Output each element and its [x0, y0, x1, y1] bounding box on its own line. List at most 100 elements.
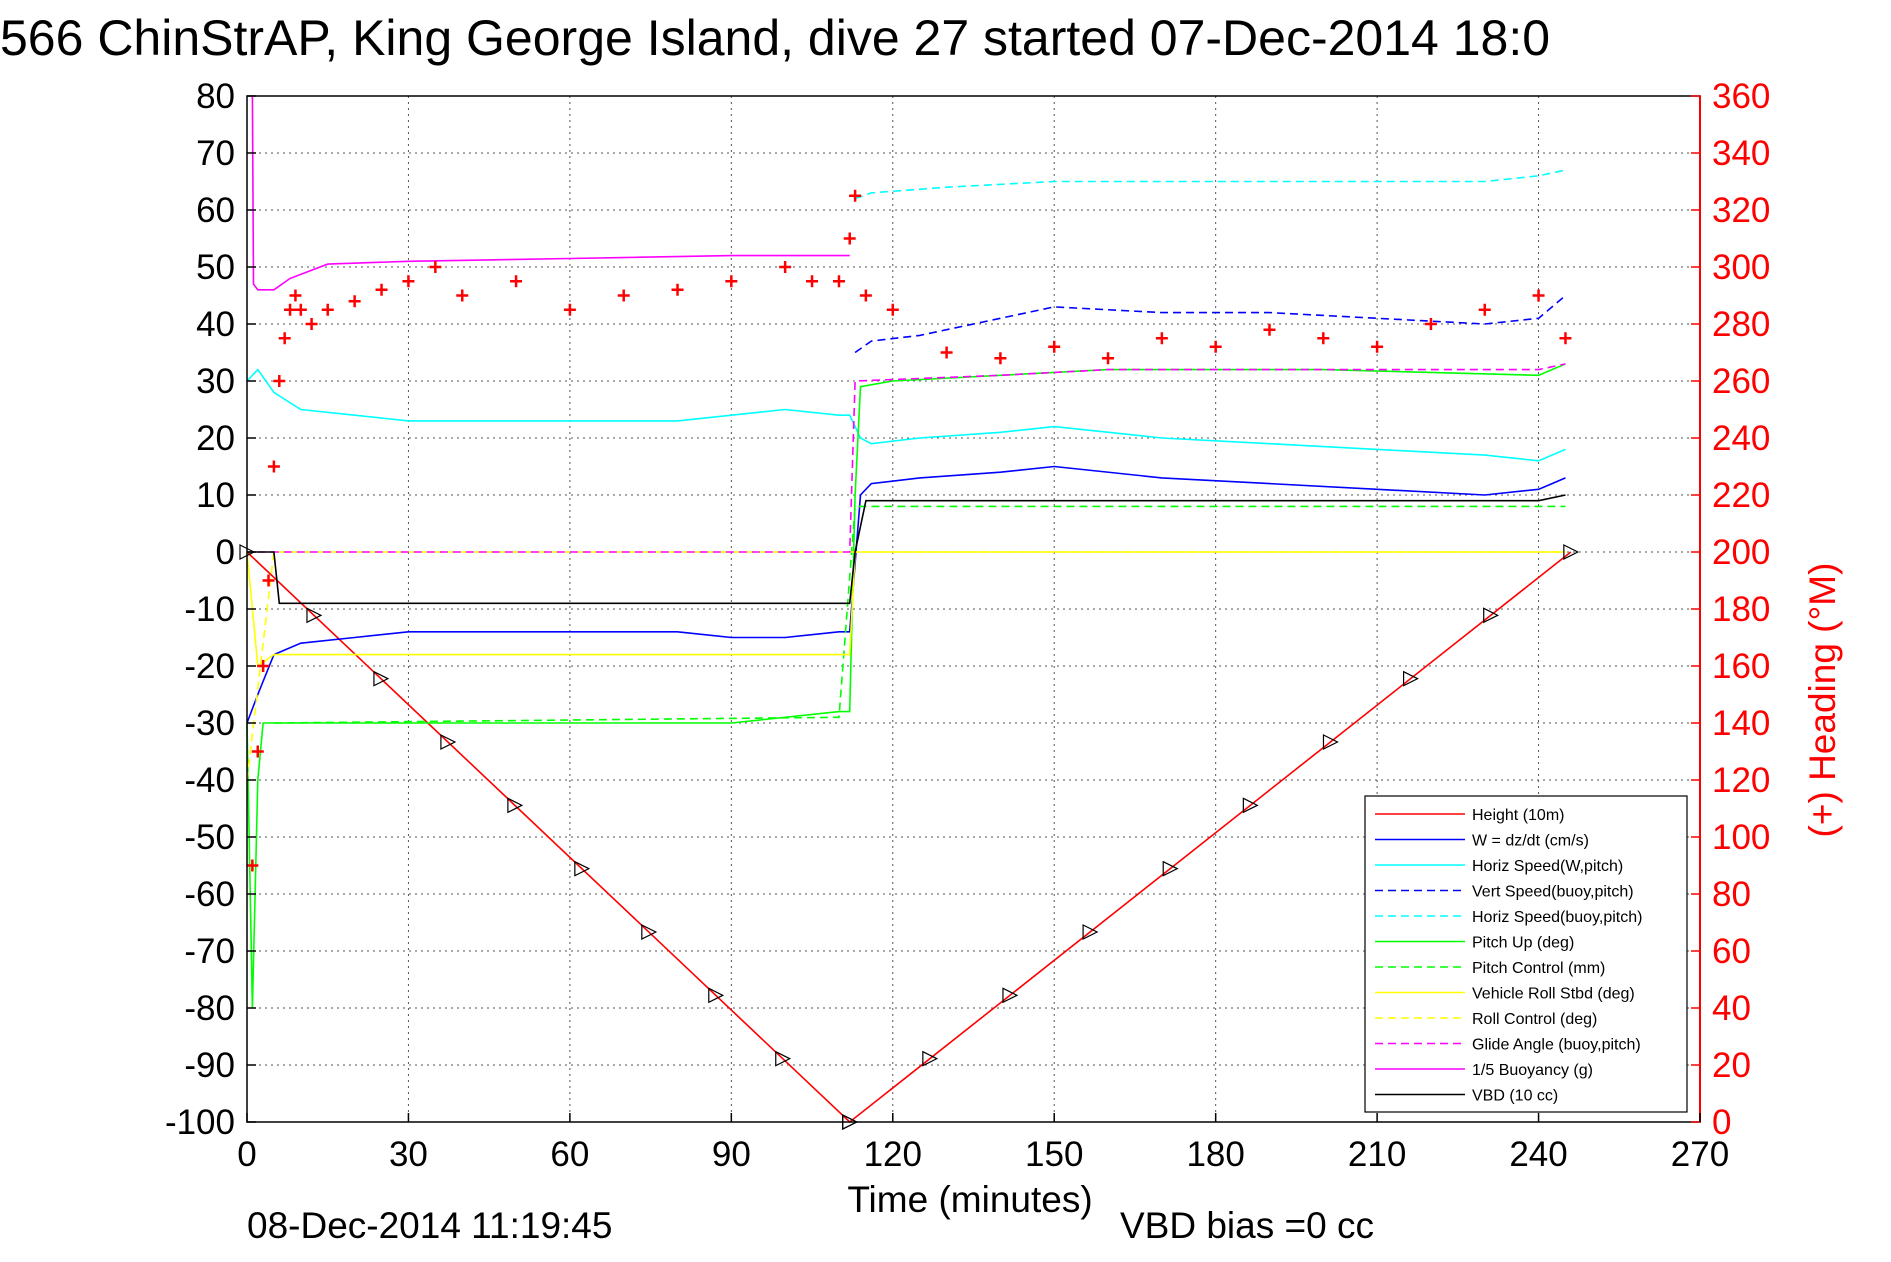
height-marker	[574, 860, 591, 877]
left-tick-label: -70	[184, 932, 235, 971]
heading-point	[278, 332, 291, 345]
height-marker	[775, 1050, 792, 1067]
series-vehicle-roll-stbd-deg	[246, 551, 1566, 668]
heading-point	[779, 261, 792, 273]
right-tick-label: 160	[1712, 647, 1770, 686]
legend-label: Pitch Up (deg)	[1472, 935, 1574, 952]
height-marker	[1242, 797, 1259, 814]
x-tick-label: 30	[389, 1135, 428, 1174]
x-axis-label: Time (minutes)	[847, 1179, 1092, 1220]
heading-point	[1424, 318, 1437, 330]
right-tick-label: 360	[1712, 77, 1770, 116]
left-tick-label: -10	[184, 590, 235, 629]
x-tick-label: 270	[1671, 1135, 1729, 1174]
x-axis-ticks: 0 30 60 90 120 150 180 210 240 270	[237, 1113, 1729, 1174]
right-tick-label: 140	[1712, 704, 1770, 743]
right-tick-label: 320	[1712, 191, 1770, 230]
right-tick-label: 280	[1712, 305, 1770, 344]
heading-point	[886, 303, 899, 316]
right-tick-label: 200	[1712, 533, 1770, 572]
right-axis-label: (+) Heading (°M)	[1802, 563, 1843, 838]
right-tick-label: 40	[1712, 989, 1751, 1028]
legend-label: Glide Angle (buoy,pitch)	[1472, 1037, 1641, 1054]
series-horiz-speed-buoy-pitch	[854, 169, 1566, 200]
legend-label: Pitch Control (mm)	[1472, 960, 1605, 977]
legend-label: Horiz Speed(W,pitch)	[1472, 858, 1623, 875]
height-marker	[641, 924, 658, 940]
height-marker	[1162, 860, 1179, 877]
heading-point	[725, 275, 738, 288]
heading-point	[1532, 289, 1545, 302]
heading-point	[806, 275, 819, 288]
height-marker	[507, 797, 524, 814]
x-tick-label: 150	[1025, 1135, 1083, 1174]
heading-point	[251, 745, 264, 758]
heading-point	[284, 303, 297, 316]
heading-point	[246, 859, 259, 872]
heading-point	[832, 275, 845, 288]
x-tick-label: 120	[864, 1135, 922, 1174]
right-tick-label: 20	[1712, 1046, 1751, 1085]
left-tick-label: 40	[196, 305, 235, 344]
left-tick-label: 0	[216, 533, 235, 572]
series-pitch-control-mm	[273, 505, 1566, 724]
x-tick-label: 210	[1348, 1135, 1406, 1174]
right-tick-label: 120	[1712, 761, 1770, 800]
series-horiz-speed-w-pitch	[246, 368, 1566, 462]
left-tick-label: -90	[184, 1046, 235, 1085]
height-marker	[1002, 987, 1019, 1004]
height-marker	[1563, 544, 1580, 560]
height-marker	[373, 670, 390, 687]
heading-point	[289, 289, 302, 302]
heading-point	[1209, 340, 1222, 353]
series-heading	[246, 189, 1572, 872]
heading-point	[1317, 332, 1330, 345]
left-tick-label: -40	[184, 761, 235, 800]
left-tick-label: -60	[184, 875, 235, 914]
right-tick-label: 260	[1712, 362, 1770, 401]
heading-point	[456, 289, 469, 302]
heading-point	[510, 275, 523, 288]
heading-point	[1559, 332, 1572, 345]
legend-label: Vehicle Roll Stbd (deg)	[1472, 986, 1635, 1003]
left-tick-label: -30	[184, 704, 235, 743]
heading-point	[429, 261, 442, 273]
height-marker	[1403, 670, 1419, 687]
left-tick-label: 70	[196, 134, 235, 173]
heading-point	[671, 283, 684, 296]
timestamp-footer: 08-Dec-2014 11:19:45	[247, 1205, 612, 1246]
left-tick-label: 30	[196, 362, 235, 401]
legend-label: Vert Speed(buoy,pitch)	[1472, 884, 1634, 901]
series-1-5-buoyancy-g	[251, 95, 850, 291]
chart-title: 566 ChinStrAP, King George Island, dive …	[0, 10, 1550, 66]
right-tick-label: 60	[1712, 932, 1751, 971]
left-tick-label: -100	[165, 1103, 235, 1142]
right-tick-label: 340	[1712, 134, 1770, 173]
series-vbd-10-cc	[247, 494, 1566, 605]
height-marker	[306, 607, 323, 624]
legend-label: 1/5 Buoyancy (g)	[1472, 1062, 1593, 1079]
height-marker	[1322, 734, 1339, 750]
heading-point	[859, 289, 872, 302]
legend-label: Roll Control (deg)	[1472, 1011, 1597, 1028]
series-roll-control-deg	[246, 551, 1566, 781]
left-axis-ticks: 80 70 60 50 40 30 20 10 0 -10 -20 -30 -40 -50 -60 -70 -8…	[165, 77, 256, 1142]
legend-label: VBD (10 cc)	[1472, 1088, 1558, 1105]
left-tick-label: -20	[184, 647, 235, 686]
heading-point	[849, 189, 862, 202]
right-axis-ticks: 3603403203002802602402202001801601401201…	[1691, 77, 1770, 1142]
right-tick-label: 0	[1712, 1103, 1731, 1142]
height-marker	[922, 1050, 939, 1067]
right-tick-label: 220	[1712, 476, 1770, 515]
right-tick-label: 300	[1712, 248, 1770, 287]
vbd-bias-footer: VBD bias =0 cc	[1120, 1205, 1374, 1246]
heading-point	[1102, 352, 1115, 365]
x-tick-label: 90	[712, 1135, 751, 1174]
legend-label: Height (10m)	[1472, 807, 1564, 824]
heading-point	[617, 289, 630, 302]
left-tick-label: -80	[184, 989, 235, 1028]
series-glide-angle-buoy-pitch	[257, 363, 1566, 553]
left-tick-label: -50	[184, 818, 235, 857]
heading-point	[1478, 303, 1491, 316]
